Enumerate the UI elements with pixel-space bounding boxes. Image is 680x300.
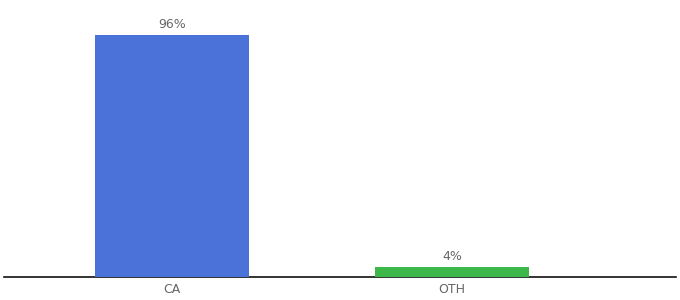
Text: 96%: 96% (158, 18, 186, 31)
Bar (375, 267, 529, 277)
Bar (95, 34, 249, 277)
Text: 4%: 4% (442, 250, 462, 263)
